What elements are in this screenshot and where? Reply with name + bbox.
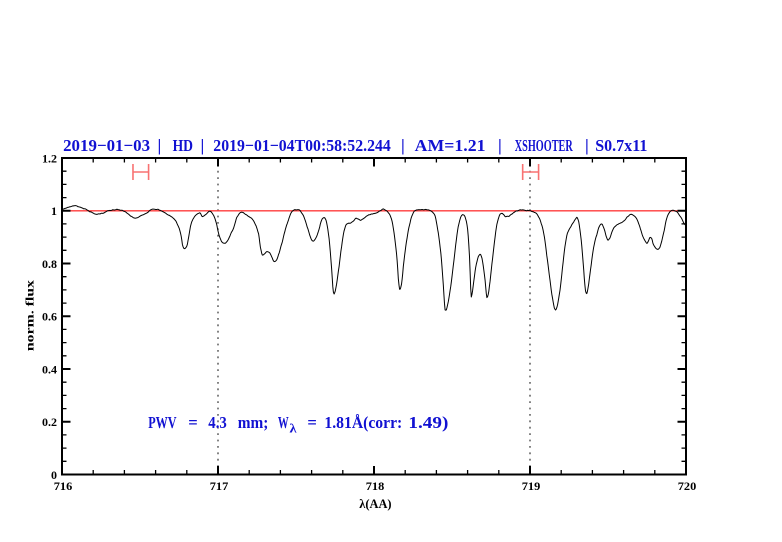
svg-text:S0.7x11: S0.7x11 (595, 136, 647, 155)
svg-text:AM=1.21: AM=1.21 (415, 136, 486, 155)
svg-text:0.2: 0.2 (42, 415, 57, 429)
svg-text:716: 716 (54, 479, 73, 493)
svg-text:=: = (188, 413, 198, 432)
svg-text:PWV: PWV (148, 413, 177, 432)
svg-text:λ(AA): λ(AA) (359, 496, 391, 511)
svg-text:norm. flux: norm. flux (23, 280, 37, 351)
svg-text:|: | (158, 136, 162, 155)
svg-text:720: 720 (678, 479, 697, 493)
svg-text:|: | (585, 136, 589, 155)
svg-text:0.8: 0.8 (42, 257, 57, 271)
svg-text:mm;: mm; (238, 413, 269, 432)
svg-text:|: | (201, 136, 205, 155)
svg-text:0.4: 0.4 (42, 362, 57, 376)
svg-text:4.3: 4.3 (208, 413, 227, 432)
svg-text:1: 1 (51, 204, 57, 218)
svg-text:λ: λ (290, 421, 298, 436)
svg-text:=: = (307, 413, 317, 432)
svg-text:1.2: 1.2 (42, 151, 57, 165)
svg-text:718: 718 (366, 479, 385, 493)
svg-text:2019−01−03: 2019−01−03 (63, 136, 150, 155)
svg-text:XSHOOTER: XSHOOTER (515, 136, 573, 155)
svg-text:717: 717 (210, 479, 229, 493)
svg-text:W: W (278, 413, 289, 432)
svg-text:2019−01−04T00:58:52.244: 2019−01−04T00:58:52.244 (213, 136, 391, 155)
svg-text:0: 0 (51, 468, 57, 482)
svg-text:1.49): 1.49) (408, 413, 448, 432)
svg-text:1.81Å(corr:: 1.81Å(corr: (324, 413, 402, 432)
svg-text:|: | (401, 136, 405, 155)
svg-text:0.6: 0.6 (42, 310, 57, 324)
svg-text:719: 719 (522, 479, 541, 493)
svg-text:HD: HD (173, 136, 193, 155)
svg-text:|: | (498, 136, 502, 155)
